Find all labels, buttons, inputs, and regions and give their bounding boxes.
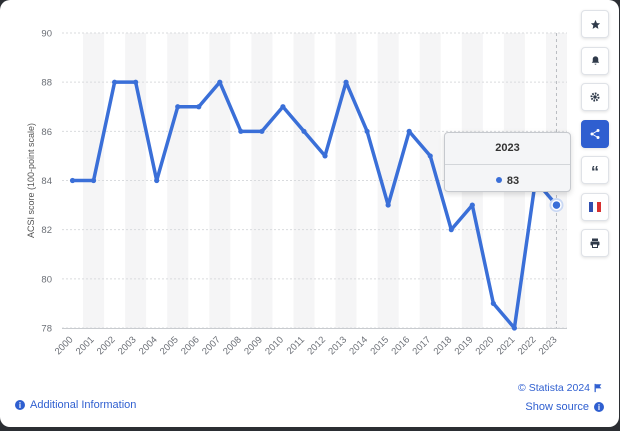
data-point (69, 177, 76, 184)
y-tick-label: 78 (41, 324, 52, 335)
data-point (280, 104, 286, 110)
series-dot-icon (495, 177, 502, 183)
copyright-link[interactable]: © Statista 2024 (518, 382, 603, 394)
data-point (343, 79, 349, 85)
star-icon (590, 19, 600, 29)
data-point (406, 128, 412, 134)
print-icon (590, 238, 600, 248)
copyright-text: © Statista 2024 (518, 382, 590, 394)
tooltip-divider (445, 164, 570, 165)
additional-information-link[interactable]: i Additional Information (15, 399, 136, 411)
info-icon: i (15, 400, 25, 410)
data-point (175, 104, 181, 110)
data-point (448, 227, 454, 233)
tooltip-value: 83 (506, 175, 520, 187)
y-tick-label: 88 (41, 78, 52, 89)
x-tick-label: 2018 (432, 334, 455, 357)
x-tick-label: 2002 (95, 334, 118, 357)
x-tick-label: 2000 (53, 334, 76, 357)
x-tick-label: 2004 (137, 334, 160, 357)
x-tick-label: 2023 (537, 334, 560, 357)
data-point (133, 79, 139, 85)
x-tick-label: 2008 (221, 334, 244, 357)
data-point (217, 79, 223, 85)
tooltip-row: 83 (445, 175, 570, 187)
column-band (251, 33, 273, 328)
data-point (427, 153, 433, 159)
gear-icon (590, 92, 600, 102)
x-tick-label: 2016 (389, 334, 412, 357)
share-button[interactable] (581, 119, 609, 148)
data-point (469, 202, 475, 208)
x-tick-label: 2022 (516, 334, 539, 357)
bell-icon (591, 56, 599, 65)
additional-information-label: Additional Information (30, 399, 137, 411)
x-tick-label: 2015 (368, 334, 391, 357)
info-icon: i (594, 402, 604, 412)
data-point (90, 177, 97, 184)
data-point (511, 325, 517, 331)
x-tick-label: 2006 (179, 334, 202, 357)
x-tick-label: 2013 (326, 334, 349, 357)
x-tick-label: 2014 (347, 334, 370, 357)
y-tick-label: 82 (41, 225, 52, 236)
y-tick-label: 80 (41, 274, 52, 285)
notification-button[interactable] (581, 46, 609, 75)
favorite-button[interactable] (581, 10, 609, 38)
x-tick-label: 2009 (242, 334, 265, 357)
tooltip-title: 2023 (495, 142, 520, 154)
data-point (322, 153, 328, 159)
share-icon (590, 128, 600, 139)
x-tick-label: 2011 (285, 334, 307, 356)
x-tick-label: 2010 (263, 334, 286, 357)
y-tick-label: 84 (41, 176, 52, 187)
data-point (196, 104, 202, 110)
y-tick-label: 90 (41, 29, 52, 40)
series-line (70, 80, 559, 330)
x-tick-label: 2012 (305, 334, 328, 357)
data-point (551, 199, 562, 211)
y-axis-title: ACSI score (100-point scale) (26, 123, 36, 238)
settings-button[interactable] (581, 83, 609, 111)
x-tick-label: 2020 (474, 334, 497, 357)
data-tooltip: 2023 83 (444, 132, 571, 192)
print-button[interactable] (581, 229, 609, 257)
y-tick-label: 86 (41, 127, 52, 138)
x-tick-label: 2017 (411, 334, 434, 357)
data-point (490, 300, 496, 307)
data-point (364, 128, 370, 134)
data-point (385, 202, 391, 208)
flag-icon (589, 201, 601, 212)
language-button[interactable] (581, 192, 609, 221)
x-tick-label: 2005 (158, 334, 181, 357)
show-source-link[interactable]: Show source i (525, 401, 604, 413)
x-tick-label: 2001 (74, 334, 97, 357)
flag-small-icon (594, 383, 602, 393)
chart-toolbar: “ (581, 10, 611, 266)
x-tick-label: 2019 (453, 334, 476, 357)
data-point (154, 177, 160, 184)
quote-icon: “ (591, 164, 599, 181)
x-tick-label: 2003 (116, 334, 139, 357)
data-point (112, 79, 118, 85)
x-tick-label: 2021 (495, 334, 518, 357)
data-point (238, 128, 244, 134)
data-point (259, 128, 265, 134)
data-point (301, 128, 307, 134)
column-band (377, 33, 399, 328)
x-tick-label: 2007 (200, 334, 223, 357)
cite-button[interactable]: “ (581, 156, 609, 184)
show-source-label: Show source (525, 401, 589, 413)
